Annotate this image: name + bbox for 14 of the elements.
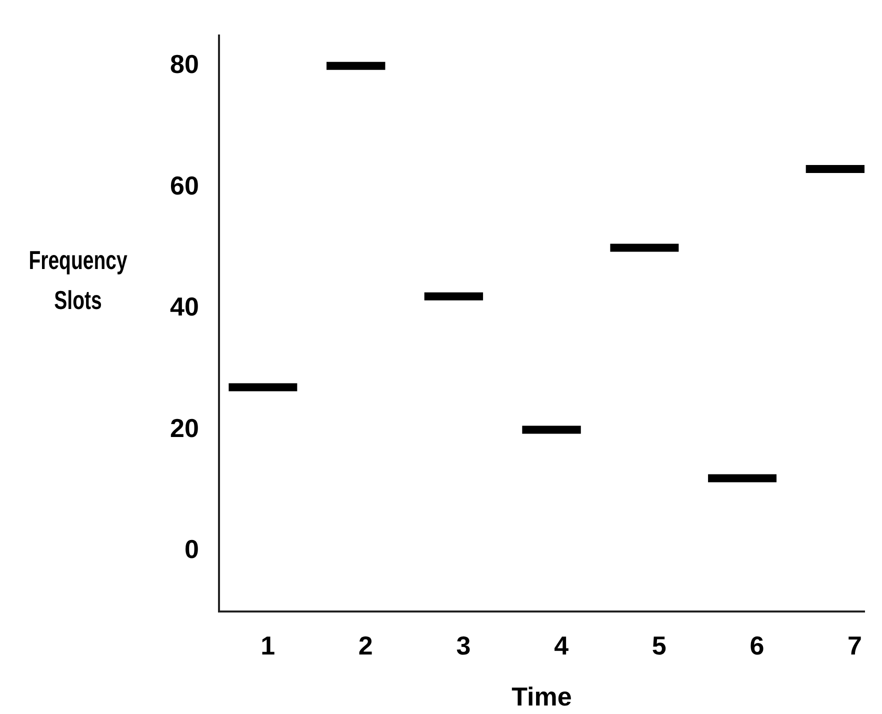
y-tick-label: 20 — [170, 412, 199, 443]
x-tick-label: 3 — [456, 630, 471, 660]
y-tick-label: 60 — [170, 170, 199, 200]
x-tick-label: 6 — [750, 630, 764, 660]
x-tick-label: 2 — [358, 630, 373, 660]
x-axis-title: Time — [512, 682, 572, 712]
y-tick-label: 40 — [170, 292, 199, 322]
x-tick-label: 4 — [554, 630, 570, 660]
x-tick-label: 7 — [848, 630, 862, 660]
x-tick-label: 5 — [652, 630, 666, 660]
y-tick-label: 0 — [184, 534, 199, 564]
y-axis-title: Frequency Slots — [28, 244, 128, 317]
y-tick-label: 80 — [170, 49, 199, 80]
x-tick-label: 1 — [260, 630, 276, 660]
